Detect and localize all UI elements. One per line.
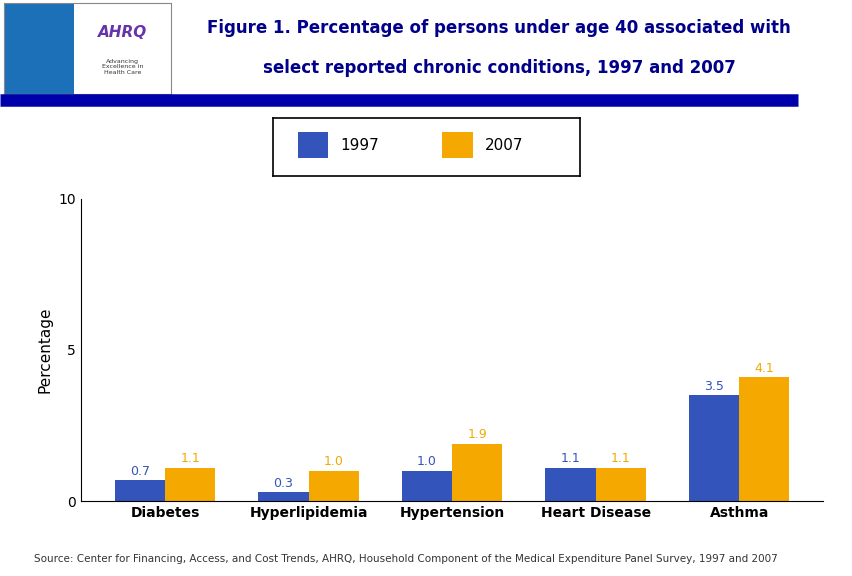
Text: Figure 1. Percentage of persons under age 40 associated with: Figure 1. Percentage of persons under ag… [207, 19, 790, 37]
Bar [258, 492, 308, 501]
Bar [4, 3, 74, 94]
Bar [452, 444, 502, 501]
Text: 4.1: 4.1 [753, 362, 774, 375]
Bar [595, 468, 645, 501]
Bar [164, 468, 215, 501]
Bar [441, 132, 472, 158]
Bar [115, 480, 164, 501]
Text: 1.9: 1.9 [467, 428, 486, 441]
Text: 1.1: 1.1 [180, 452, 199, 465]
Text: select reported chronic conditions, 1997 and 2007: select reported chronic conditions, 1997… [262, 59, 734, 77]
Text: 0.7: 0.7 [130, 464, 150, 478]
Text: 3.5: 3.5 [703, 380, 723, 393]
Text: AHRQ: AHRQ [98, 25, 147, 40]
Bar [308, 471, 359, 501]
Bar [297, 132, 328, 158]
Bar [401, 471, 452, 501]
Text: 2007: 2007 [484, 138, 523, 153]
Text: 0.3: 0.3 [273, 476, 293, 490]
Text: 1.1: 1.1 [560, 452, 579, 465]
Text: Source: Center for Financing, Access, and Cost Trends, AHRQ, Household Component: Source: Center for Financing, Access, an… [34, 555, 777, 564]
Bar [688, 395, 739, 501]
Text: Advancing
Excellence in
Health Care: Advancing Excellence in Health Care [101, 59, 143, 75]
Bar [544, 468, 595, 501]
Y-axis label: Percentage: Percentage [38, 306, 53, 393]
Text: 1.0: 1.0 [417, 456, 436, 468]
Bar [74, 3, 170, 94]
Bar [739, 377, 788, 501]
Text: 1.1: 1.1 [610, 452, 630, 465]
Text: 1.0: 1.0 [324, 456, 343, 468]
Text: 1997: 1997 [340, 138, 379, 153]
